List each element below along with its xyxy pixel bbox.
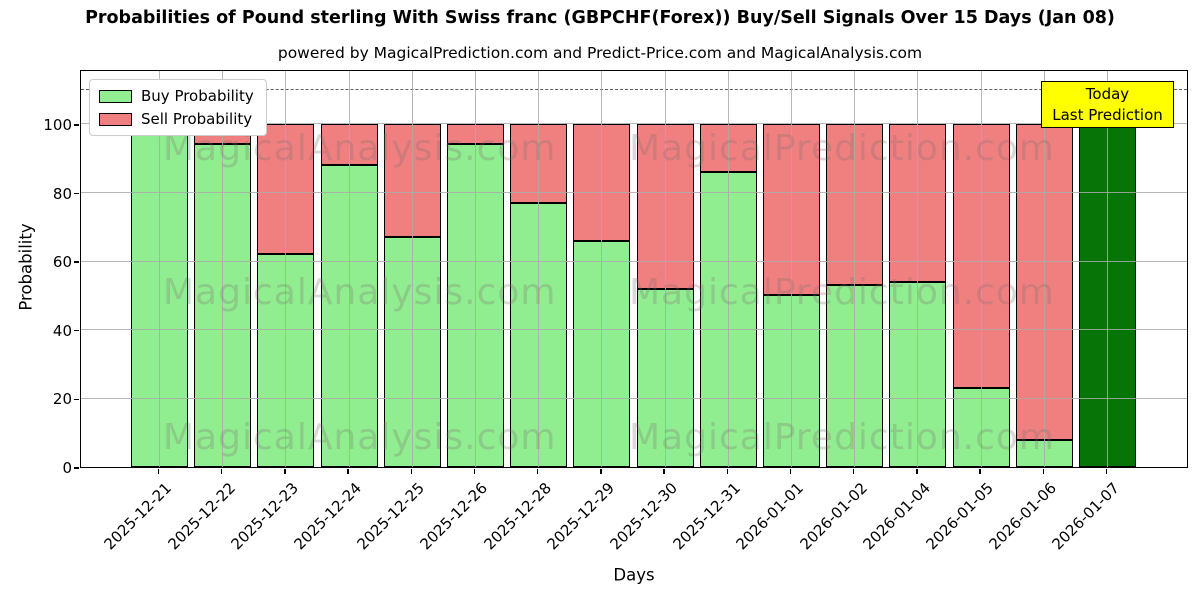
legend-item-buy: Buy Probability (99, 87, 254, 105)
v-gridline (727, 71, 729, 467)
legend: Buy Probability Sell Probability (89, 79, 267, 136)
x-tick-mark (1105, 469, 1108, 474)
x-tick-mark (726, 469, 728, 474)
buy-swatch-icon (99, 89, 132, 103)
x-tick-mark (537, 469, 539, 474)
v-gridline (664, 71, 666, 467)
x-tick-mark (221, 469, 223, 474)
h-gridline (81, 329, 1187, 331)
legend-buy-label: Buy Probability (141, 87, 254, 105)
x-tick-label: 2025-12-22 (164, 479, 239, 554)
y-tick-mark (74, 330, 79, 332)
y-tick-mark (74, 467, 79, 469)
x-tick-label: 2026-01-04 (859, 479, 934, 554)
y-tick-label: 60 (52, 253, 72, 272)
v-gridline (285, 71, 287, 467)
x-tick-label: 2026-01-02 (796, 479, 871, 554)
plot-area: Buy Probability Sell Probability Today L… (80, 70, 1188, 468)
v-gridline (348, 71, 350, 467)
v-gridline (1043, 71, 1045, 467)
y-tick-mark (74, 124, 79, 126)
x-axis-title: Days (613, 565, 655, 585)
x-tick-mark (284, 469, 286, 474)
x-tick-mark (157, 469, 160, 474)
today-annotation-line2: Last Prediction (1052, 106, 1163, 124)
v-gridline (601, 71, 603, 467)
v-gridline (159, 71, 160, 467)
x-tick-label: 2026-01-05 (922, 479, 997, 554)
x-tick-mark (789, 469, 792, 474)
v-gridline (980, 71, 982, 467)
y-tick-mark (74, 192, 79, 195)
x-tick-label: 2026-01-06 (985, 479, 1061, 554)
x-tick-label: 2025-12-31 (669, 479, 745, 554)
y-tick-label: 0 (62, 459, 72, 477)
h-gridline (81, 260, 1187, 262)
v-gridline (411, 71, 413, 467)
y-tick-mark (74, 398, 79, 401)
y-tick-label: 100 (43, 115, 72, 134)
y-tick-label: 20 (52, 390, 72, 409)
x-tick-mark (979, 469, 981, 474)
x-tick-label: 2025-12-21 (100, 479, 176, 554)
h-gridline (81, 397, 1187, 399)
x-tick-mark (1042, 469, 1044, 474)
sell-swatch-icon (99, 112, 132, 126)
today-annotation-box: Today Last Prediction (1041, 81, 1174, 128)
x-tick-mark (347, 469, 349, 474)
chart-title: Probabilities of Pound sterling With Swi… (85, 8, 1115, 28)
v-gridline (1107, 71, 1108, 467)
y-tick-mark (74, 261, 79, 263)
x-tick-mark (663, 469, 665, 474)
x-tick-label: 2025-12-23 (227, 479, 302, 554)
x-tick-label: 2025-12-26 (416, 479, 492, 554)
v-gridline (854, 71, 856, 467)
v-gridline (917, 71, 919, 467)
x-tick-mark (473, 469, 476, 474)
x-tick-mark (600, 469, 602, 474)
x-tick-label: 2025-12-25 (353, 479, 429, 554)
v-gridline (222, 71, 224, 467)
y-tick-label: 40 (52, 321, 72, 340)
x-tick-label: 2025-12-30 (606, 479, 681, 554)
x-tick-mark (853, 469, 855, 474)
x-tick-label: 2025-12-24 (290, 479, 365, 554)
v-gridline (791, 71, 792, 467)
h-gridline (81, 192, 1187, 194)
y-tick-label: 80 (52, 184, 72, 203)
today-annotation-line1: Today (1085, 85, 1130, 103)
x-tick-label: 2025-12-29 (543, 479, 618, 554)
chart-subtitle: powered by MagicalPrediction.com and Pre… (277, 44, 923, 62)
h-gridline (81, 123, 1187, 125)
dashed-threshold-line (81, 88, 1187, 90)
legend-item-sell: Sell Probability (99, 110, 254, 128)
x-tick-label: 2026-01-07 (1048, 479, 1124, 554)
v-gridline (475, 71, 476, 467)
v-gridline (538, 71, 540, 467)
x-tick-label: 2025-12-28 (480, 479, 555, 554)
legend-sell-label: Sell Probability (141, 110, 253, 128)
x-tick-mark (916, 469, 918, 474)
x-tick-label: 2026-01-01 (732, 479, 808, 554)
x-tick-mark (410, 469, 412, 474)
